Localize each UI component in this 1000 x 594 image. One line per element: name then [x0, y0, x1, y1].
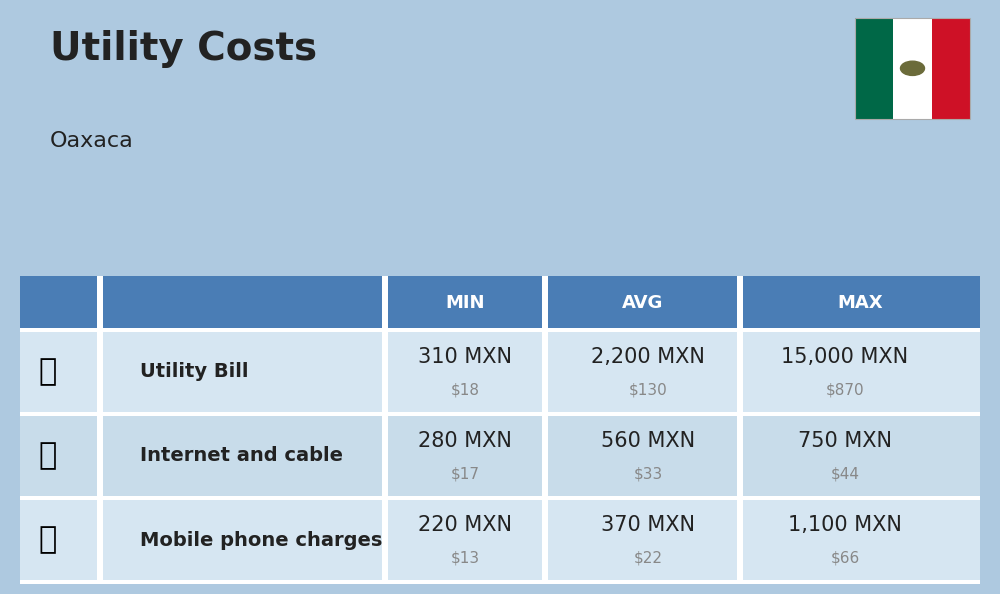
Text: Utility Bill: Utility Bill	[140, 362, 248, 381]
Bar	[855, 18, 970, 119]
Text: 310 MXN: 310 MXN	[418, 347, 512, 367]
Text: $22: $22	[634, 551, 662, 565]
Bar	[20, 498, 980, 582]
Text: Oaxaca: Oaxaca	[50, 131, 134, 151]
Text: $13: $13	[450, 551, 480, 565]
Text: 📶: 📶	[39, 441, 57, 470]
Text: 15,000 MXN: 15,000 MXN	[781, 347, 909, 367]
Text: 🔌: 🔌	[39, 357, 57, 386]
Text: $66: $66	[830, 551, 860, 565]
Bar	[20, 412, 980, 416]
Bar	[893, 18, 932, 119]
Bar	[932, 18, 970, 119]
Bar	[20, 328, 980, 332]
Text: 1,100 MXN: 1,100 MXN	[788, 515, 902, 535]
Text: $44: $44	[830, 466, 860, 481]
Text: 220 MXN: 220 MXN	[418, 515, 512, 535]
Text: AVG: AVG	[622, 294, 663, 312]
Text: MAX: MAX	[837, 294, 883, 312]
Text: Utility Costs: Utility Costs	[50, 30, 317, 68]
Text: 2,200 MXN: 2,200 MXN	[591, 347, 705, 367]
Bar	[542, 276, 548, 582]
Bar	[737, 276, 743, 582]
Text: $870: $870	[826, 382, 864, 397]
Bar	[20, 276, 980, 582]
Text: Mobile phone charges: Mobile phone charges	[140, 530, 382, 549]
Text: 560 MXN: 560 MXN	[601, 431, 695, 451]
Bar	[855, 18, 893, 119]
Text: 📱: 📱	[39, 526, 57, 555]
Text: Internet and cable: Internet and cable	[140, 447, 343, 465]
Text: $18: $18	[450, 382, 480, 397]
Bar	[20, 414, 980, 498]
Bar	[20, 580, 980, 584]
Bar	[20, 496, 980, 500]
Text: $33: $33	[633, 466, 663, 481]
Text: 750 MXN: 750 MXN	[798, 431, 892, 451]
Text: MIN: MIN	[445, 294, 485, 312]
Circle shape	[900, 61, 924, 75]
Bar	[382, 276, 388, 582]
Text: $17: $17	[450, 466, 480, 481]
Bar	[20, 330, 980, 414]
Text: $130: $130	[629, 382, 667, 397]
Text: 280 MXN: 280 MXN	[418, 431, 512, 451]
Bar	[20, 276, 980, 330]
Bar	[97, 276, 103, 582]
Text: 370 MXN: 370 MXN	[601, 515, 695, 535]
